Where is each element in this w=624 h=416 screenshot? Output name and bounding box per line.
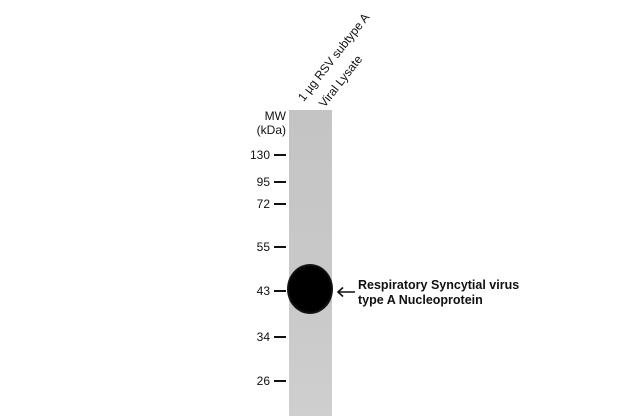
left-arrow-icon xyxy=(336,286,355,298)
protein-band xyxy=(287,264,333,314)
marker-130: 130 xyxy=(236,148,286,162)
marker-55: 55 xyxy=(236,240,286,254)
marker-26: 26 xyxy=(236,374,286,388)
marker-label: 95 xyxy=(256,175,270,189)
marker-label: 34 xyxy=(256,330,270,344)
marker-label: 72 xyxy=(256,197,270,211)
marker-label: 55 xyxy=(256,240,270,254)
annotation-line-1: Respiratory Syncytial virus xyxy=(358,278,520,292)
annotation-line-2: type A Nucleoprotein xyxy=(358,293,483,307)
marker-tick xyxy=(274,380,286,382)
marker-95: 95 xyxy=(236,175,286,189)
marker-tick xyxy=(274,203,286,205)
marker-label: 26 xyxy=(256,374,270,388)
marker-tick xyxy=(274,154,286,156)
blot-lane xyxy=(289,110,332,416)
marker-label: 130 xyxy=(249,148,270,162)
marker-tick xyxy=(274,181,286,183)
marker-34: 34 xyxy=(236,330,286,344)
marker-tick xyxy=(274,290,286,292)
marker-label: 43 xyxy=(256,284,270,298)
marker-tick xyxy=(274,336,286,338)
marker-43: 43 xyxy=(236,284,286,298)
marker-72: 72 xyxy=(236,197,286,211)
kda-label: (kDa) xyxy=(256,123,286,137)
mw-label: MW xyxy=(264,109,286,123)
marker-tick xyxy=(274,246,286,248)
